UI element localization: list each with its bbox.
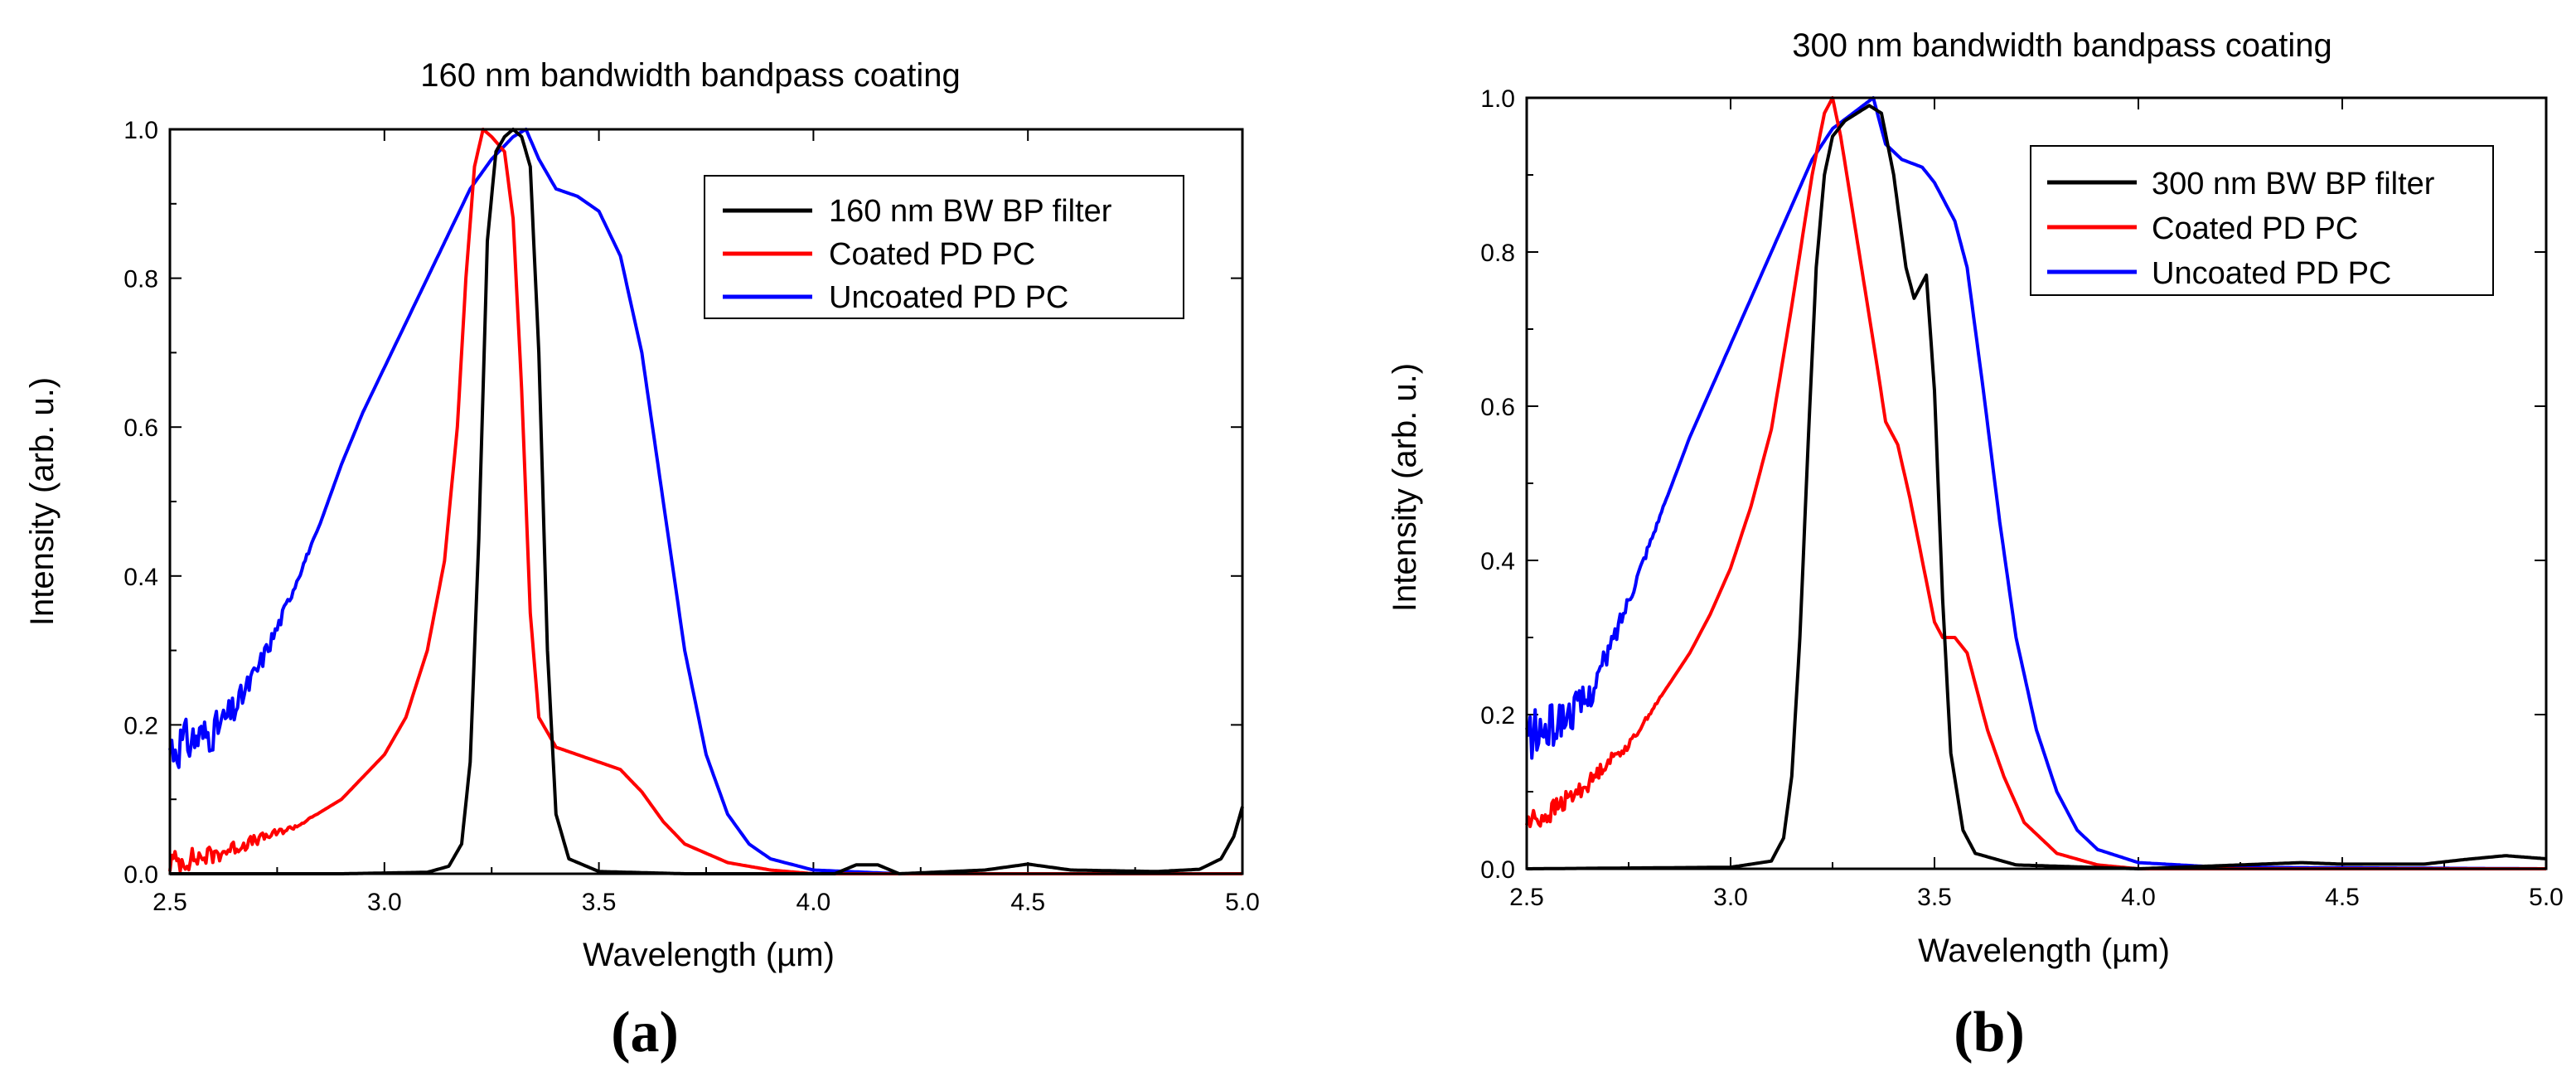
panel-a-plot-frame (168, 128, 1244, 875)
panel-b-ytick-label: 1.0 (1480, 85, 1515, 113)
panel-b-ytick-label: 0.0 (1480, 856, 1515, 884)
panel-a-xlabel: Wavelength (µm) (583, 937, 835, 973)
panel-b-ytick-label: 0.8 (1480, 240, 1515, 267)
panel-a-xtick-label: 3.0 (367, 889, 402, 916)
panel-b-ytick-label: 0.4 (1480, 548, 1515, 575)
panel-b-xtick-label: 4.5 (2325, 884, 2360, 911)
panel-b-xtick-label: 5.0 (2529, 884, 2564, 911)
panel-b-caption: (b) (1954, 1001, 2025, 1064)
panel-a-ytick-label: 0.6 (123, 414, 158, 442)
panel-b-xlabel: Wavelength (µm) (1918, 933, 2170, 969)
panel-a-ytick-label: 0.8 (123, 266, 158, 293)
panel-a-legend-label-1: 160 nm BW BP filter (829, 194, 1112, 229)
panel-a-ylabel: Intensity (arb. u.) (24, 377, 61, 626)
panel-a-caption: (a) (611, 1001, 679, 1064)
panel-a-title: 160 nm bandwidth bandpass coating (420, 57, 961, 94)
panel-a-legend-box (704, 175, 1184, 319)
panel-a-chart: 160 nm bandwidth bandpass coating Intens… (24, 57, 1260, 1064)
panel-b-chart: 300 nm bandwidth bandpass coating Intens… (1387, 27, 2564, 1064)
panel-a-ytick-label: 1.0 (123, 117, 158, 144)
panel-a-ytick-label: 0.4 (123, 564, 158, 591)
panel-a-legend-label-3: Uncoated PD PC (829, 280, 1068, 315)
panel-b-legend-label-1: 300 nm BW BP filter (2152, 167, 2435, 201)
panel-b-xtick-label: 2.5 (1509, 884, 1544, 911)
panel-a-ticks: 2.5 3.0 3.5 4.0 4.5 5.0 0.0 0.2 0.4 0.6 0.8 1.0 (123, 117, 1260, 916)
panel-a-legend-label-2: Coated PD PC (829, 237, 1035, 272)
panel-a-xtick-label: 5.0 (1225, 889, 1260, 916)
panel-b-title: 300 nm bandwidth bandpass coating (1792, 27, 2332, 64)
panel-a-ytick-label: 0.2 (123, 712, 158, 739)
panel-a-xtick-label: 4.0 (797, 889, 831, 916)
panel-a-xtick-label: 4.5 (1010, 889, 1045, 916)
panel-a-xtick-label: 2.5 (153, 889, 187, 916)
panel-b-xtick-label: 3.5 (1917, 884, 1952, 911)
panel-a-ytick-label: 0.0 (123, 861, 158, 889)
panel-b-ytick-label: 0.6 (1480, 394, 1515, 421)
panel-b-ylabel: Intensity (arb. u.) (1387, 363, 1423, 612)
panel-b-legend-box (2030, 145, 2494, 296)
panel-b-legend-label-3: Uncoated PD PC (2152, 256, 2391, 291)
panel-b-plot-frame (1525, 96, 2548, 870)
panel-b-legend-label-2: Coated PD PC (2152, 211, 2358, 246)
panel-b-legend: 300 nm BW BP filter Coated PD PC Uncoate… (2030, 145, 2494, 296)
panel-b-xtick-label: 4.0 (2121, 884, 2156, 911)
panel-a-xtick-label: 3.5 (582, 889, 617, 916)
panel-b-ytick-label: 0.2 (1480, 702, 1515, 730)
panel-b-xtick-label: 3.0 (1713, 884, 1748, 911)
panel-a-legend: 160 nm BW BP filter Coated PD PC Uncoate… (704, 175, 1184, 319)
